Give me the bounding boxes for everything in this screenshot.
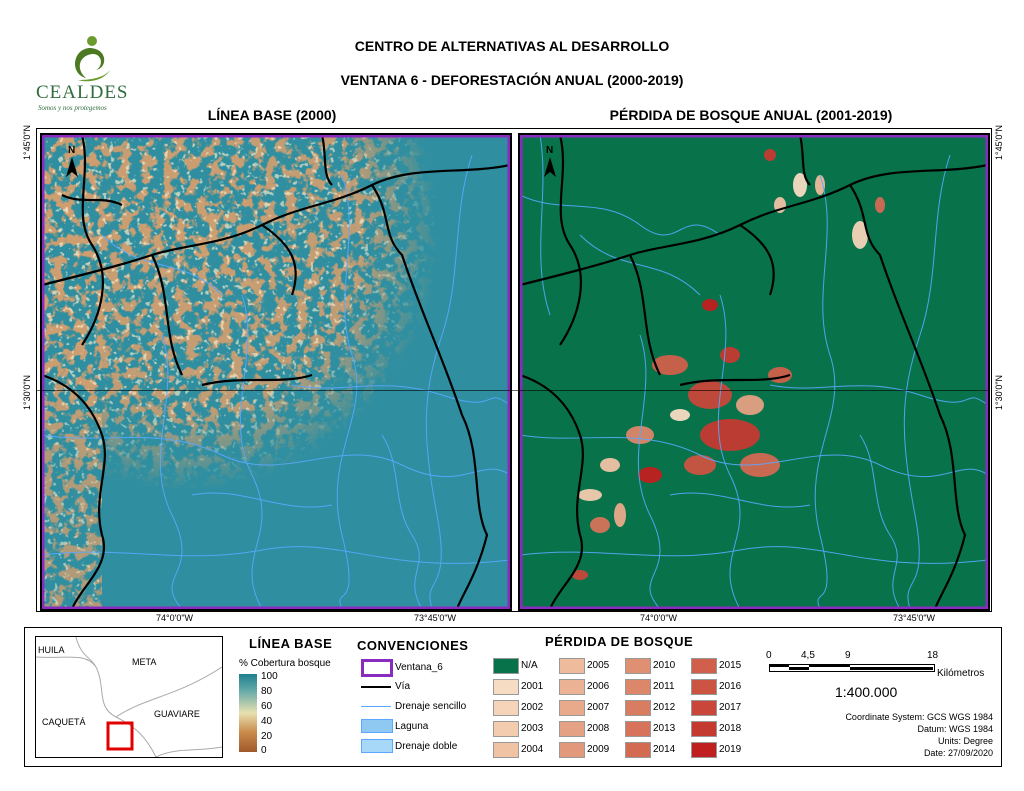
- ventana-swatch: [361, 659, 393, 677]
- map-subtitle: VENTANA 6 - DEFORESTACIÓN ANUAL (2000-20…: [340, 72, 684, 88]
- lat-label-right-top: 1°45'0"N: [994, 124, 1004, 160]
- north-label: N: [68, 145, 76, 156]
- lat-label-left-mid: 1°30'0"N: [22, 374, 32, 410]
- year-2016-label: 2016: [719, 681, 742, 692]
- year-2014-label: 2014: [653, 744, 676, 755]
- year-2018-label: 2018: [719, 723, 742, 734]
- year-2011-swatch: [625, 679, 651, 695]
- inset-label-caqueta: CAQUETÁ: [42, 717, 86, 727]
- north-arrow-icon: [66, 157, 78, 177]
- year-2010-label: 2010: [653, 660, 676, 671]
- year-2013-swatch: [625, 721, 651, 737]
- laguna-label: Laguna: [395, 721, 429, 732]
- year-2005-swatch: [559, 658, 585, 674]
- drenaje-sencillo-swatch: [361, 706, 391, 707]
- linea-base-title: LÍNEA BASE: [249, 636, 333, 651]
- drenaje-doble-swatch: [361, 739, 393, 753]
- year-2018-swatch: [691, 721, 717, 737]
- map-frame: [36, 128, 992, 612]
- year-2009-swatch: [559, 742, 585, 758]
- year-2011-label: 2011: [653, 681, 675, 692]
- year-2015-swatch: [691, 658, 717, 674]
- perdida-title: PÉRDIDA DE BOSQUE: [545, 634, 694, 649]
- via-swatch: [361, 686, 391, 688]
- year-2010-swatch: [625, 658, 651, 674]
- year-2016-swatch: [691, 679, 717, 695]
- year-2003-swatch: [493, 721, 519, 737]
- year-2004-label: 2004: [521, 744, 544, 755]
- inset-window-marker: [106, 721, 134, 751]
- year-2006-label: 2006: [587, 681, 610, 692]
- drenaje-sencillo-label: Drenaje sencillo: [395, 701, 467, 712]
- lon-label-left-2: 73°45'0"W: [414, 613, 457, 623]
- year-2004-swatch: [493, 742, 519, 758]
- inset-label-huila: HUILA: [38, 645, 65, 655]
- year-2002-label: 2002: [521, 702, 544, 713]
- logo-emblem-icon: [75, 36, 110, 82]
- year-2001-label: 2001: [521, 681, 544, 692]
- north-arrow-icon: [544, 157, 556, 177]
- lon-label-right-2: 73°45'0"W: [893, 613, 936, 623]
- inset-map: HUILA META CAQUETÁ GUAVIARE: [35, 636, 223, 758]
- loss-patches: [572, 149, 885, 580]
- convenciones-title: CONVENCIONES: [357, 638, 469, 653]
- year-2003-label: 2003: [521, 723, 544, 734]
- year-2002-swatch: [493, 700, 519, 716]
- linea-base-subtitle: % Cobertura bosque: [239, 658, 331, 669]
- inset-label-guaviare: GUAVIARE: [154, 709, 200, 719]
- lon-label-left-1: 74°0'0"W: [156, 613, 194, 623]
- graticule-h: [36, 390, 990, 391]
- logo-text: CEALDES: [36, 82, 129, 103]
- year-2012-swatch: [625, 700, 651, 716]
- inset-label-meta: META: [132, 657, 157, 667]
- year-2014-swatch: [625, 742, 651, 758]
- year-2007-swatch: [559, 700, 585, 716]
- year-2013-label: 2013: [653, 723, 676, 734]
- year-2019-swatch: [691, 742, 717, 758]
- lon-label-right-1: 74°0'0"W: [640, 613, 678, 623]
- via-label: Vía: [395, 681, 411, 692]
- left-panel-title: LÍNEA BASE (2000): [207, 107, 337, 123]
- year-2006-swatch: [559, 679, 585, 695]
- logo: CEALDES Somos y nos protegemos: [34, 34, 134, 116]
- year-2005-label: 2005: [587, 660, 610, 671]
- scale-unit: Kilómetros: [937, 668, 985, 679]
- year-2017-label: 2017: [719, 702, 742, 713]
- loss-map[interactable]: N: [518, 133, 990, 611]
- legend-panel: HUILA META CAQUETÁ GUAVIARE LÍNEA BASE %…: [24, 627, 1002, 767]
- scale-ratio: 1:400.000: [835, 684, 898, 700]
- north-label: N: [546, 145, 554, 156]
- year-2015-label: 2015: [719, 660, 742, 671]
- year-2008-label: 2008: [587, 723, 610, 734]
- lat-label-right-mid: 1°30'0"N: [994, 374, 1004, 410]
- year-2008-swatch: [559, 721, 585, 737]
- na-label: N/A: [521, 660, 538, 671]
- baseline-map[interactable]: N: [40, 133, 512, 611]
- laguna-swatch: [361, 719, 393, 733]
- year-2001-swatch: [493, 679, 519, 695]
- drenaje-doble-label: Drenaje doble: [395, 741, 458, 752]
- logo-tagline: Somos y nos protegemos: [38, 104, 107, 112]
- year-2009-label: 2009: [587, 744, 610, 755]
- na-swatch: [493, 658, 519, 674]
- year-2019-label: 2019: [719, 744, 742, 755]
- lat-label-left-top: 1°45'0"N: [22, 124, 32, 160]
- linea-base-ramp: [239, 674, 257, 752]
- right-panel-title: PÉRDIDA DE BOSQUE ANUAL (2001-2019): [609, 107, 893, 123]
- year-2017-swatch: [691, 700, 717, 716]
- year-2012-label: 2012: [653, 702, 676, 713]
- ventana-label: Ventana_6: [395, 662, 443, 673]
- org-title: CENTRO DE ALTERNATIVAS AL DESARROLLO: [354, 38, 670, 54]
- year-2007-label: 2007: [587, 702, 610, 713]
